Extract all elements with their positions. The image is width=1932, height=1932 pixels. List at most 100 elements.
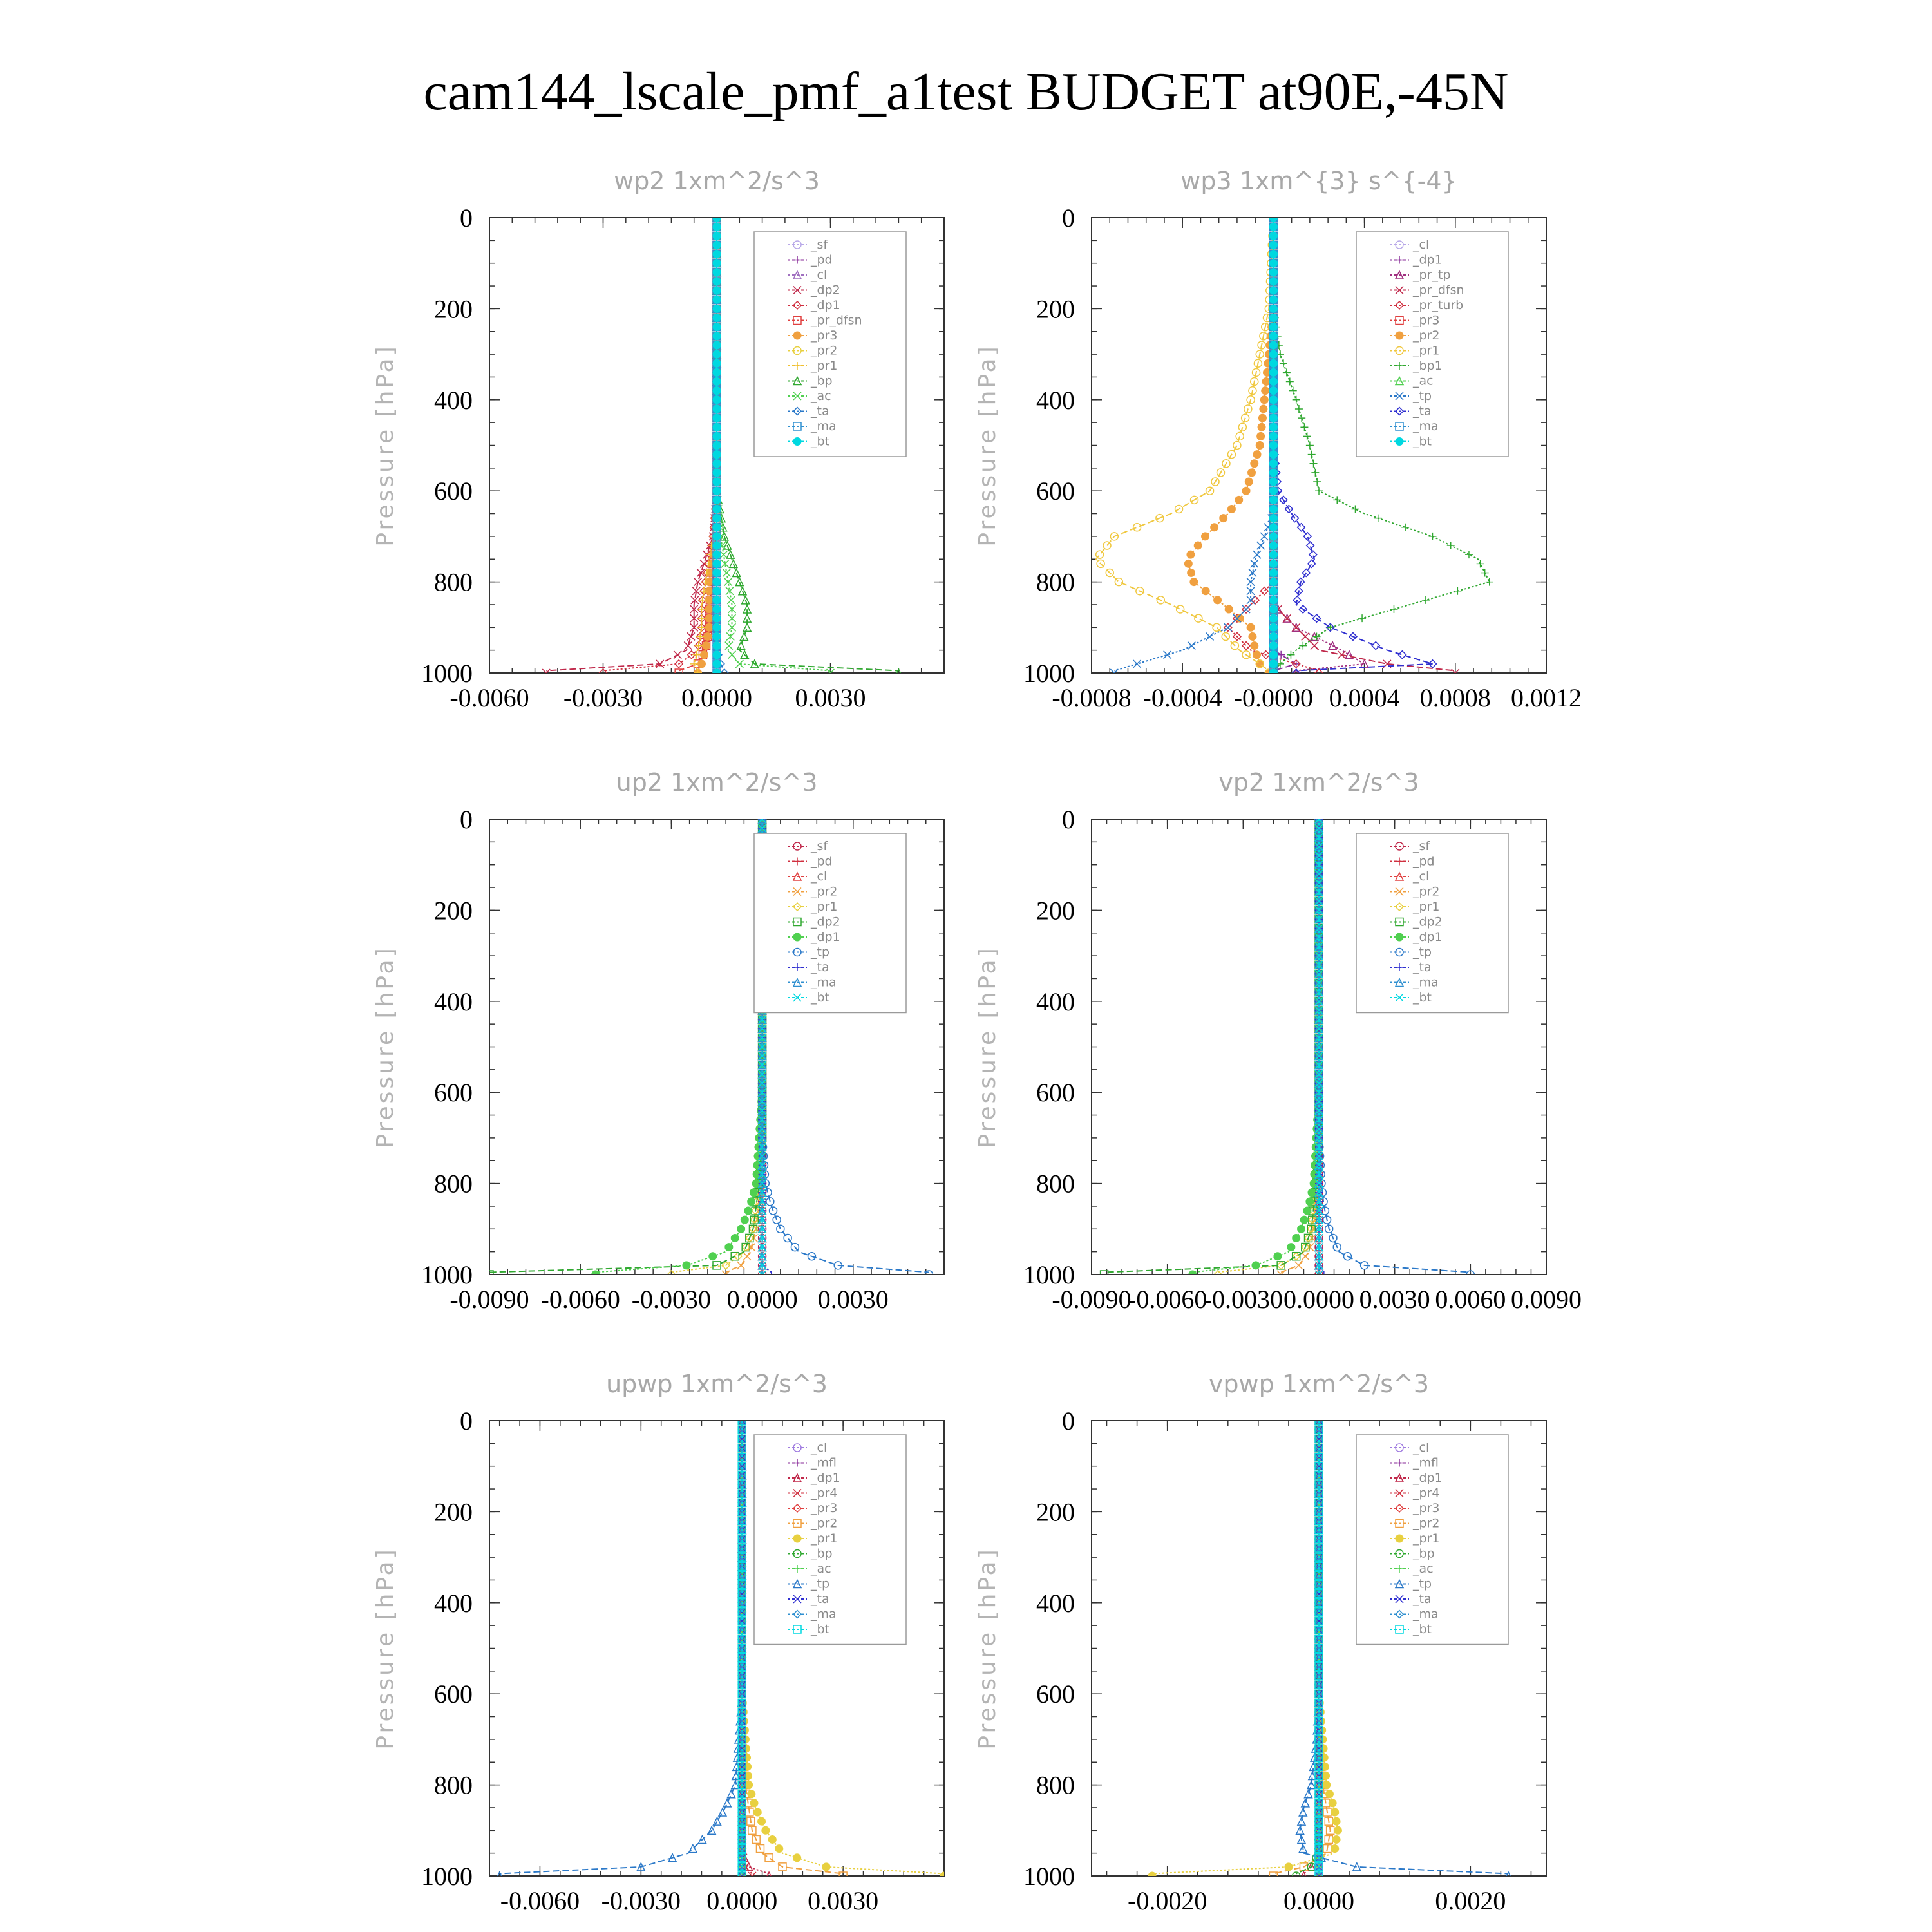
series-point [1235,495,1244,504]
series-point [1352,1862,1362,1871]
series-point [1314,1461,1323,1471]
series-point [712,587,721,596]
series-point [757,1087,767,1097]
figure-title: cam144_lscale_pmf_a1test BUDGET at90E,-4… [423,62,1508,122]
series-point [1314,842,1323,851]
series-point [1284,504,1294,514]
series-point [1269,568,1278,577]
series-point [1269,332,1278,341]
series-point [1285,377,1294,386]
series-point [737,1744,746,1753]
series-point [1269,413,1278,422]
series-point [1269,587,1278,596]
legend-marker [793,947,802,957]
series-point [1301,1242,1310,1252]
series-point [745,1233,754,1243]
series-point [1292,395,1300,404]
series-point [758,824,767,833]
series-point [822,1862,831,1871]
series-point [1314,933,1323,942]
series-point [1296,522,1306,532]
legend-marker [1395,422,1404,431]
x-tick-label: -0.0060 [541,1285,620,1314]
series-point [739,631,749,641]
series-point [1314,896,1323,905]
series-point [727,650,737,659]
x-tick-label: 0.0020 [1435,1886,1506,1915]
series-point [1269,523,1278,532]
series-point [1314,1689,1323,1698]
series-point [1314,1616,1323,1625]
series-point [1221,632,1231,641]
series-point [1314,1151,1323,1160]
series-group [1148,1421,1511,1876]
series-point [1303,1206,1312,1215]
series-point [758,1052,767,1061]
legend-marker [793,1565,801,1573]
series-point [1155,513,1164,523]
series-point [1269,395,1278,404]
series-point [757,1114,767,1124]
series-point [737,1607,746,1616]
series-point [732,1752,743,1762]
y-axis-label: Pressure [hPa] [974,945,1001,1148]
panel-title: wp3 1xm^{3} s^{-4} [1180,167,1457,195]
series-point [758,1061,767,1070]
series-point [1325,1790,1334,1799]
series-point [712,559,721,568]
series-point [1246,578,1255,587]
legend-marker [1394,871,1405,881]
series-point [712,395,721,404]
series-point [1296,1834,1307,1844]
legend-label: _pr1 [1412,1531,1439,1546]
legend-label: _bp [810,1547,833,1561]
legend-marker [793,256,801,264]
series-point [1314,1079,1323,1088]
x-tick-label: -0.0060 [500,1886,580,1915]
y-tick-label: 800 [1036,1170,1075,1198]
legend-marker [1396,857,1403,866]
series-point [705,623,714,632]
series-point [708,1252,717,1261]
series-point [1315,487,1323,495]
series-point [1314,1698,1323,1708]
legend-label: _mfl [1412,1456,1439,1470]
x-tick-label: 0.0030 [1359,1285,1430,1314]
series-point [1451,668,1460,673]
y-tick-label: 0 [460,204,473,232]
series-line-dp1 [603,218,717,672]
legend-marker [793,1443,802,1452]
series-point [1294,586,1304,596]
series-point [1248,632,1257,641]
y-tick-label: 800 [434,568,473,597]
series-point [1314,1498,1323,1508]
series-point [1314,1421,1323,1425]
series-point [737,1780,746,1790]
legend-label: _pr3 [1412,314,1439,328]
series-point [1261,386,1270,395]
series-point [740,1215,749,1224]
series-point [755,1844,765,1853]
legend-label: _bp [1412,1547,1435,1561]
series-point [712,222,721,231]
series-point [674,668,683,673]
series-point [1269,623,1278,632]
series-point [1314,933,1324,942]
series-point [1314,1853,1323,1862]
series-point [1307,1779,1316,1790]
series-point [750,1215,759,1224]
series-point [1314,1653,1323,1662]
legend-label: _tp [810,1577,829,1591]
series-point [1282,368,1291,377]
series-point [1241,604,1251,614]
series-point [1269,359,1278,368]
legend-label: _pr1 [810,900,837,914]
series-point [737,1535,746,1544]
series-point [1312,632,1321,641]
legend-label: _ma [810,419,837,433]
series-point [724,1243,734,1252]
x-tick-label: 0.0004 [1329,683,1400,712]
series-point [1314,1634,1323,1644]
series-point [1269,459,1278,468]
series-point [1096,559,1105,569]
